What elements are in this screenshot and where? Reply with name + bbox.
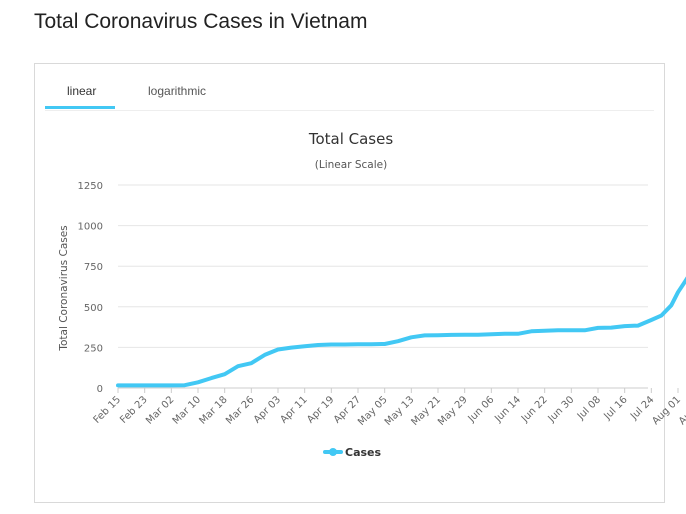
- x-tick-label: Mar 26: [224, 394, 256, 426]
- y-tick-label: 500: [84, 303, 103, 314]
- chart-panel: linear logarithmic: [34, 63, 665, 503]
- x-tick-label: Jun 06: [466, 394, 497, 425]
- x-tick-label: Jul 16: [602, 394, 630, 422]
- cases-series-line[interactable]: [116, 219, 686, 388]
- scale-tabs: linear logarithmic: [45, 78, 654, 111]
- x-tick-label: Mar 10: [171, 394, 203, 426]
- x-tick-label: May 29: [436, 394, 470, 428]
- x-tick-label: Mar 18: [197, 394, 229, 426]
- y-tick-label: 250: [84, 343, 103, 354]
- active-tab-indicator: [45, 106, 115, 109]
- y-axis-label: Total Coronavirus Cases: [58, 225, 70, 351]
- chart-subtitle: (Linear Scale): [315, 159, 387, 171]
- tab-linear[interactable]: linear: [67, 84, 97, 98]
- legend-label: Cases: [345, 446, 382, 459]
- x-tick-label: Apr 19: [305, 394, 336, 425]
- chart-title: Total Cases: [308, 130, 394, 148]
- x-tick-label: Aug 01: [650, 394, 683, 427]
- x-tick-label: Jun 30: [546, 394, 577, 425]
- x-tick-label: Jun 22: [519, 394, 550, 425]
- y-tick-label: 0: [97, 384, 103, 395]
- y-tick-label: 1250: [78, 181, 103, 192]
- x-tick-label: Apr 11: [279, 394, 310, 425]
- legend[interactable]: Cases: [323, 446, 382, 459]
- y-tick-labels: 0 250 500 750 1000 1250: [78, 181, 103, 395]
- tab-logarithmic[interactable]: logarithmic: [148, 84, 207, 98]
- y-tick-label: 750: [84, 262, 103, 273]
- grid-lines: [118, 184, 648, 389]
- x-tick-label: Mar 02: [144, 394, 176, 426]
- y-tick-label: 1000: [78, 222, 103, 233]
- page-title: Total Coronavirus Cases in Vietnam: [34, 10, 368, 33]
- x-tick-label: Jun 14: [492, 394, 523, 425]
- legend-marker-dot: [329, 448, 337, 456]
- x-tick-label: Jul 08: [575, 394, 603, 422]
- x-tick-label: Feb 15: [92, 394, 124, 426]
- x-tick-label: Apr 03: [252, 394, 283, 425]
